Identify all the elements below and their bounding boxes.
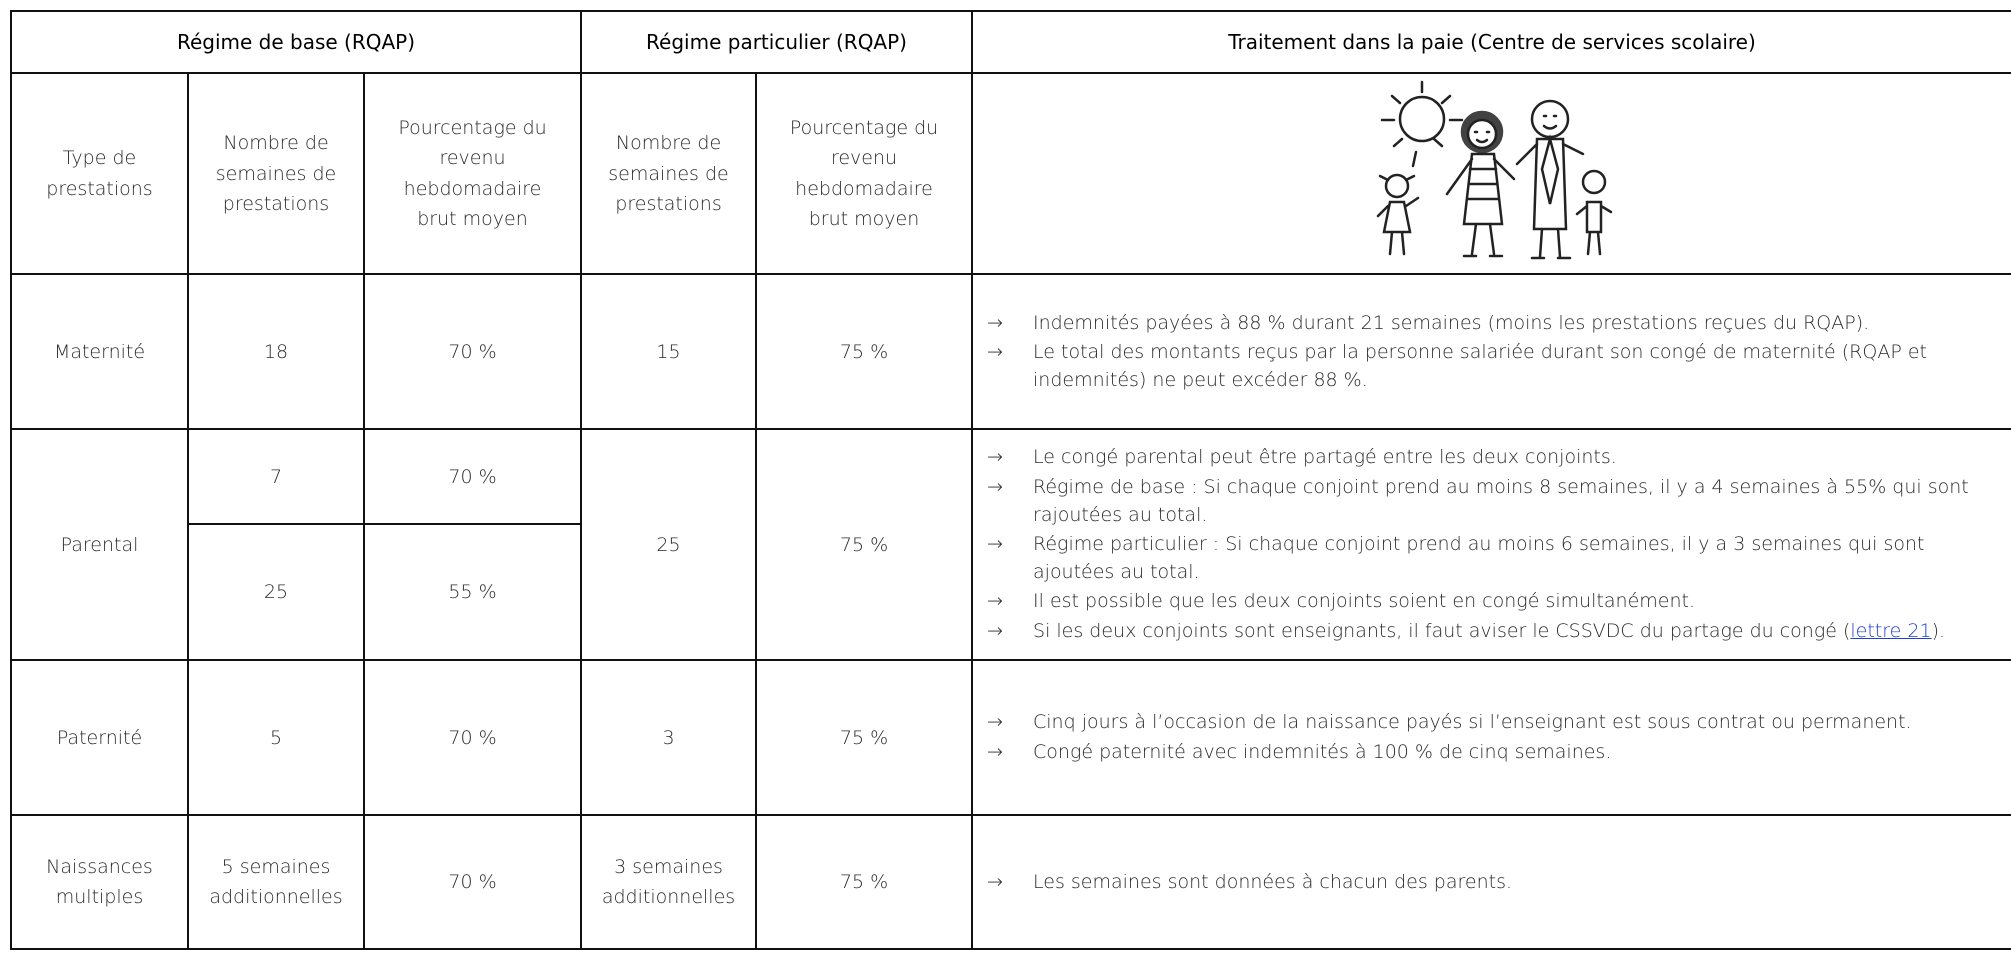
particular-percent: 75 % — [755, 428, 974, 662]
note: Indemnités payées à 88 % durant 21 semai… — [987, 310, 1991, 338]
group-header: Régime de base (RQAP) — [9, 10, 583, 74]
benefit-type: Paternité — [10, 659, 189, 817]
note-text: Régime de base : Si chaque conjoint pren… — [1033, 476, 1969, 526]
table-row: 25 55 % — [11, 523, 2011, 662]
note-text: ). — [1931, 619, 1946, 642]
notes-cell: Le congé parental peut être partagé entr… — [971, 428, 2011, 662]
note-text: Indemnités payées à 88 % durant 21 semai… — [1033, 311, 1870, 334]
column-header: Nombre de semaines de prestations — [187, 71, 365, 276]
note: Cinq jours à l’occasion de la naissance … — [987, 709, 1991, 737]
notes-cell: Indemnités payées à 88 % durant 21 semai… — [971, 273, 2011, 431]
base-percent: 70 % — [362, 273, 583, 431]
group-header-row: Régime de base (RQAP) Régime particulier… — [9, 10, 2011, 74]
benefit-type: Parental — [10, 428, 189, 662]
column-header: Pourcentage du revenu hebdomadaire brut … — [755, 71, 974, 276]
letter-link[interactable]: lettre 21 — [1850, 619, 1932, 642]
note-text: Régime particulier : Si chaque conjoint … — [1033, 533, 1925, 583]
note-text: Il est possible que les deux conjoints s… — [1033, 590, 1695, 613]
note-text: Si les deux conjoints sont enseignants, … — [1033, 619, 1851, 642]
note-text: Le total des montants reçus par la perso… — [1033, 341, 1927, 391]
note: Congé paternité avec indemnités à 100 % … — [987, 739, 1991, 767]
note: Si les deux conjoints sont enseignants, … — [987, 618, 1991, 646]
benefit-type: Naissances multiples — [10, 814, 189, 951]
base-percent: 55 % — [362, 523, 583, 662]
base-weeks: 5 — [187, 659, 365, 817]
base-percent: 70 % — [362, 428, 583, 526]
column-header: Pourcentage du revenu hebdomadaire brut … — [362, 71, 583, 276]
group-header: Régime particulier (RQAP) — [580, 10, 974, 74]
particular-weeks: 3 — [580, 659, 758, 817]
base-weeks: 5 semaines additionnelles — [187, 814, 365, 951]
table-body: Régime de base (RQAP) Régime particulier… — [9, 10, 2011, 951]
note-text: Le congé parental peut être partagé entr… — [1033, 446, 1617, 469]
column-header: Type de prestations — [10, 71, 189, 276]
note-text: Les semaines sont données à chacun des p… — [1033, 870, 1513, 893]
note-text: Cinq jours à l’occasion de la naissance … — [1033, 711, 1912, 734]
note: Il est possible que les deux conjoints s… — [987, 588, 1991, 616]
notes-cell: Cinq jours à l’occasion de la naissance … — [971, 659, 2011, 817]
illustration-cell — [971, 71, 2011, 276]
note-text: Congé paternité avec indemnités à 100 % … — [1033, 740, 1612, 763]
particular-weeks: 3 semaines additionnelles — [580, 814, 758, 951]
group-header: Traitement dans la paie (Centre de servi… — [971, 10, 2011, 74]
base-weeks: 7 — [187, 428, 365, 526]
benefits-table: Régime de base (RQAP) Régime particulier… — [9, 10, 2011, 951]
benefit-type: Maternité — [10, 273, 189, 431]
base-percent: 70 % — [362, 659, 583, 817]
particular-percent: 75 % — [755, 659, 974, 817]
note: Régime de base : Si chaque conjoint pren… — [987, 474, 1991, 529]
column-header: Nombre de semaines de prestations — [580, 71, 758, 276]
note: Le total des montants reçus par la perso… — [987, 339, 1991, 394]
particular-weeks: 15 — [580, 273, 758, 431]
family-illustration — [1376, 80, 1613, 260]
base-weeks: 18 — [187, 273, 365, 431]
particular-percent: 75 % — [755, 814, 974, 951]
particular-percent: 75 % — [755, 273, 974, 431]
table-row: Naissances multiples 5 semaines additionn… — [10, 814, 2011, 951]
base-percent: 70 % — [362, 814, 583, 951]
note: Les semaines sont données à chacun des p… — [987, 869, 1991, 897]
column-header-row: Type de prestations Nombre de semaines d… — [10, 71, 2011, 276]
base-weeks: 25 — [187, 523, 365, 662]
notes-cell: Les semaines sont données à chacun des p… — [971, 814, 2011, 951]
note: Régime particulier : Si chaque conjoint … — [987, 531, 1991, 586]
particular-weeks: 25 — [580, 428, 758, 662]
note: Le congé parental peut être partagé entr… — [987, 444, 1991, 472]
